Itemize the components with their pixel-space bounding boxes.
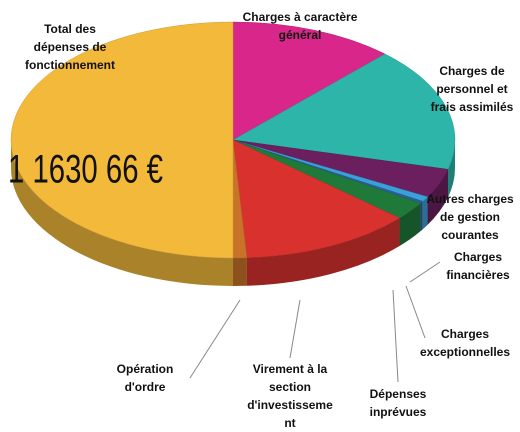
leader-line (405, 285, 426, 339)
slice-label: inprévues (370, 405, 427, 419)
slice-label: Charges de (439, 64, 505, 78)
slice-label: courantes (441, 228, 499, 242)
slice-label: d'investisseme (247, 398, 333, 412)
slice-label: Dépenses (370, 387, 427, 401)
leader-line (409, 261, 441, 283)
pie-top (10, 21, 456, 259)
slice-label: exceptionnelles (420, 345, 510, 359)
pie-sides (11, 140, 455, 286)
slice (232, 21, 386, 141)
slice-label: fonctionnement (25, 58, 115, 72)
total-amount: 1 1630 66 € (8, 148, 163, 192)
slice-label: financières (446, 268, 510, 282)
slice-label: Autres charges (426, 192, 514, 206)
slice (232, 53, 456, 170)
slice-side (233, 257, 247, 286)
slice-label: Charges (454, 250, 502, 264)
slice-label: d'ordre (125, 380, 166, 394)
leader-line (189, 299, 241, 379)
slice (10, 21, 234, 259)
slice-label: dépenses de (34, 40, 107, 54)
slice-side (420, 201, 423, 232)
leader-line (392, 289, 399, 383)
slice-side (422, 196, 428, 230)
slice-side (427, 169, 449, 225)
slice-label: section (269, 380, 311, 394)
slice-side (448, 140, 455, 198)
slice-label: Charges à caractère (243, 10, 358, 24)
slice-label: personnel et (436, 82, 507, 96)
slice-label: Total des (44, 22, 96, 36)
slice-label: frais assimilés (431, 100, 514, 114)
slice-label: Opération (117, 362, 174, 376)
slice (232, 139, 401, 259)
slice-label: général (279, 28, 322, 42)
slice-label: nt (284, 416, 295, 430)
slice-label: Virement à la (253, 362, 328, 376)
slice-side (11, 140, 233, 286)
leader-line (289, 299, 301, 359)
slice-label: de gestion (440, 210, 500, 224)
slice-label: Charges (441, 327, 489, 341)
slice-side (399, 203, 421, 247)
slice-side (246, 218, 400, 286)
